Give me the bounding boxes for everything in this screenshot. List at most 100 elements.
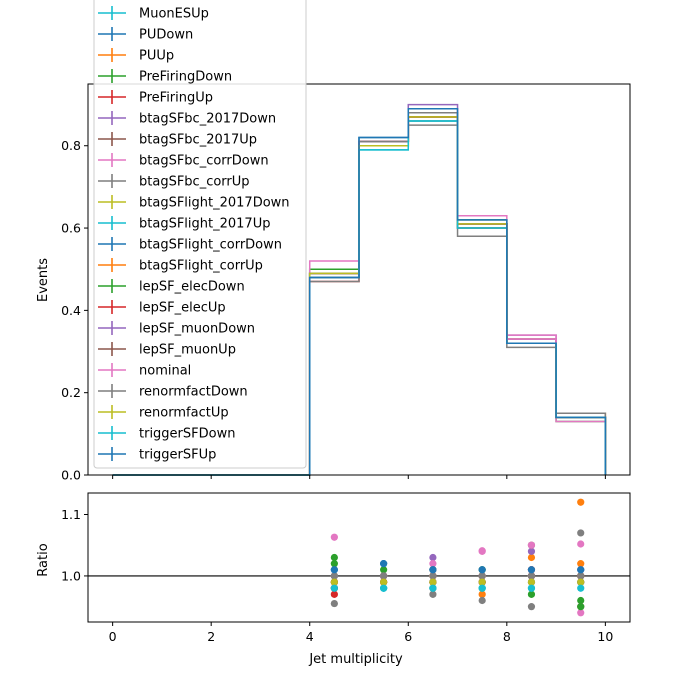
ratio-points <box>330 498 585 617</box>
legend-entry: btagSFbc_corrUp <box>98 174 250 190</box>
main-x-ticks <box>112 475 606 479</box>
ratio-x-tick-label: 6 <box>404 629 412 644</box>
ratio-point <box>577 498 585 506</box>
ratio-point <box>380 566 388 574</box>
ratio-point <box>527 603 536 611</box>
ratio-point <box>330 590 338 598</box>
ratio-point <box>478 584 486 592</box>
ratio-point <box>330 560 338 568</box>
legend-label: btagSFlight_2017Up <box>139 217 270 232</box>
main-y-tick-label: 0.8 <box>61 138 81 153</box>
legend-entry: triggerSFUp <box>98 447 216 463</box>
ratio-point <box>429 572 437 580</box>
legend-label: triggerSFDown <box>139 427 235 442</box>
legend-label: lepSF_muonUp <box>139 343 236 358</box>
legend-entry: lepSF_muonDown <box>98 321 255 337</box>
main-panel: 0.0 0.2 0.4 0.6 0.8 Events <box>36 83 631 483</box>
legend-label: MuonESUp <box>139 7 209 22</box>
legend-frame <box>93 0 307 469</box>
ratio-point <box>527 590 536 598</box>
legend-entry: PreFiringUp <box>98 90 213 106</box>
ratio-point <box>527 547 536 555</box>
ratio-x-ticks: 0 2 4 6 8 10 <box>109 622 613 644</box>
main-axes-frame <box>87 83 631 476</box>
main-y-tick-label: 0.4 <box>61 303 81 318</box>
ratio-point <box>577 566 585 574</box>
ratio-point <box>429 578 437 586</box>
ratio-x-axis-label: Jet multiplicity <box>308 652 403 667</box>
legend-label: btagSFlight_2017Down <box>139 196 290 211</box>
main-y-axis-label: Events <box>36 258 51 302</box>
legend-entry: triggerSFDown <box>98 426 235 442</box>
ratio-y-ticks: 1.0 1.1 <box>61 507 88 583</box>
ratio-y-tick-label: 1.0 <box>61 568 81 583</box>
legend-label: btagSFbc_corrUp <box>139 175 250 190</box>
ratio-point <box>577 560 585 568</box>
ratio-point <box>478 590 486 598</box>
legend-label: PUUp <box>139 49 174 64</box>
legend-entry: lepSF_muonUp <box>98 342 236 358</box>
legend-entry: PUUp <box>98 48 174 64</box>
legend-label: btagSFbc_2017Down <box>139 112 276 127</box>
ratio-y-axis-label: Ratio <box>36 543 51 576</box>
legend: MuonESUp PUDown PUUp PreFiringDown PreFiring… <box>93 0 307 469</box>
ratio-point <box>577 596 585 605</box>
legend-entry: renormfactDown <box>98 384 248 400</box>
legend-entry: PreFiringDown <box>98 69 232 85</box>
legend-entry: btagSFlight_2017Up <box>98 216 270 232</box>
ratio-point <box>478 572 486 580</box>
main-y-tick-label: 0.6 <box>61 221 81 236</box>
legend-label: renormfactUp <box>139 406 229 421</box>
ratio-point <box>478 578 486 586</box>
ratio-x-tick-label: 0 <box>109 629 117 644</box>
ratio-point <box>577 578 585 586</box>
ratio-point <box>527 566 536 574</box>
ratio-point <box>577 540 585 548</box>
main-y-tick-label: 0.0 <box>61 468 81 483</box>
ratio-point <box>380 584 388 592</box>
legend-label: btagSFlight_corrUp <box>139 259 263 274</box>
ratio-axes-frame <box>87 492 631 623</box>
legend-entries: MuonESUp PUDown PUUp PreFiringDown PreFiring… <box>98 6 290 463</box>
ratio-point <box>478 547 486 555</box>
ratio-point <box>330 584 338 592</box>
ratio-point <box>330 599 338 608</box>
legend-entry: btagSFlight_corrUp <box>98 258 263 274</box>
ratio-point <box>577 572 585 580</box>
main-y-tick-label: 0.2 <box>61 385 81 400</box>
ratio-point <box>330 566 338 574</box>
ratio-point <box>478 566 486 574</box>
legend-label: PreFiringUp <box>139 91 213 106</box>
legend-entry: lepSF_elecUp <box>98 300 226 316</box>
ratio-point <box>527 584 536 592</box>
ratio-x-tick-label: 8 <box>503 629 511 644</box>
legend-entry: btagSFbc_corrDown <box>98 153 269 169</box>
legend-label: renormfactDown <box>139 385 248 400</box>
ratio-point <box>429 566 437 574</box>
ratio-x-tick-label: 2 <box>207 629 215 644</box>
legend-entry: MuonESUp <box>98 6 209 22</box>
legend-label: nominal <box>139 364 191 379</box>
legend-entry: PUDown <box>98 27 193 43</box>
ratio-panel: 0 2 4 6 8 10 1.0 1.1 Jet multiplicity Ratio <box>36 492 631 667</box>
ratio-point <box>527 553 536 562</box>
ratio-point <box>577 584 585 592</box>
ratio-point <box>478 596 486 605</box>
legend-label: btagSFbc_2017Up <box>139 133 257 148</box>
legend-label: PUDown <box>139 28 193 43</box>
ratio-point <box>429 584 437 592</box>
ratio-x-tick-label: 10 <box>597 629 613 644</box>
ratio-point <box>330 578 338 586</box>
legend-entry: lepSF_elecDown <box>98 279 245 295</box>
legend-label: btagSFlight_corrDown <box>139 238 282 253</box>
ratio-point <box>380 560 388 568</box>
ratio-y-tick-label: 1.1 <box>61 507 81 522</box>
ratio-point <box>380 572 388 580</box>
ratio-point <box>527 541 536 549</box>
ratio-point <box>380 578 388 586</box>
ratio-point <box>429 553 437 562</box>
ratio-point <box>429 560 437 568</box>
ratio-x-tick-label: 4 <box>306 629 314 644</box>
legend-entry: nominal <box>98 363 191 379</box>
